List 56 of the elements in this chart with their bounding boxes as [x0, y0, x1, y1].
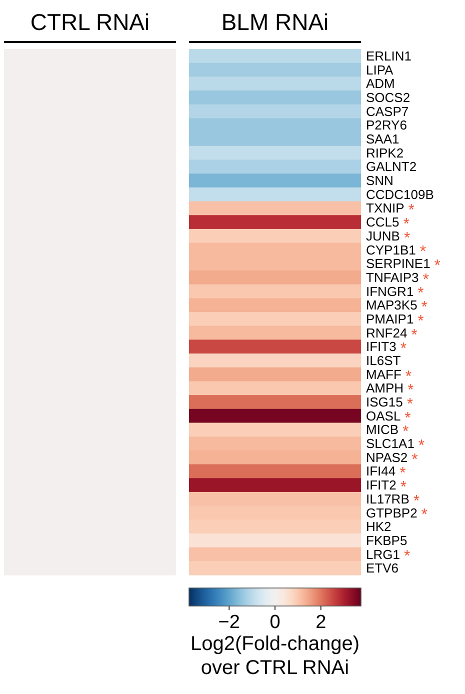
y2-tick-label: *: [400, 465, 406, 482]
y-tick-label: GTPBP2: [366, 505, 418, 520]
y-tick-label: AMPH: [366, 380, 404, 396]
y-tick-label: MICB: [366, 422, 398, 438]
y2-tick-label: *: [404, 548, 410, 566]
y2-tick-label: *: [411, 326, 418, 344]
y-tick-label: IFIT3: [366, 339, 396, 354]
y2-tick-label: *: [421, 506, 428, 524]
y-tick-label: LRG1: [366, 546, 400, 562]
y-tick-label: PMAIP1: [366, 311, 414, 326]
y2-tick-label: *: [418, 285, 424, 302]
y-tick-label: CASP7: [366, 104, 409, 119]
y-tick-label: ISG15: [366, 394, 403, 410]
y-tick-label: SOCS2: [366, 90, 410, 105]
x-tick-label: BLM RNAi: [221, 9, 329, 35]
y2-tick-label: *: [421, 299, 428, 316]
y-tick-label: OASL: [366, 408, 401, 424]
y2-tick-label: *: [418, 438, 425, 454]
y-tick-label: ETV6: [366, 560, 399, 576]
y-tick-label: SNN: [366, 173, 394, 188]
y-tick-label: HK2: [366, 519, 392, 534]
y-tick-label: FKBP5: [366, 532, 408, 548]
y2-tick-label: *: [408, 202, 415, 220]
color-bar-label: 0: [270, 612, 280, 633]
y2-tick-label: *: [422, 271, 429, 288]
y-tick-label: RNF24: [366, 325, 408, 340]
color-bar-label: 2: [316, 612, 326, 633]
y2-tick-label: *: [434, 258, 441, 275]
y-tick-label: JUNB: [366, 228, 400, 244]
y-tick-label: SAA1: [366, 132, 400, 147]
y-tick-label: ADM: [366, 76, 395, 92]
y-tick-label: TXNIP: [366, 200, 404, 216]
y-tick-label: NPAS2: [366, 450, 408, 465]
y-tick-label: IL6ST: [366, 352, 401, 368]
y-tick-label: MAP3K5: [366, 298, 418, 313]
y2-tick-label: *: [400, 340, 407, 358]
y-tick-label: SERPINE1: [366, 256, 430, 272]
y-tick-label: IFIT2: [366, 478, 396, 493]
y-tick-label: CCL5: [366, 214, 400, 230]
y2-tick-label: *: [418, 312, 424, 330]
y-tick-label: P2RY6: [366, 118, 407, 133]
color-bar-label: −2: [218, 612, 240, 633]
color-bar-title: Log2(Fold-change) over CTRL RNAi: [190, 633, 360, 679]
y-tick-label: RIPK2: [366, 145, 404, 160]
x-tick-label: CTRL RNAi: [30, 9, 150, 35]
y-tick-label: ERLIN1: [366, 48, 412, 64]
y-tick-label: CCDC109B: [366, 186, 434, 202]
y2-tick-label: *: [412, 451, 418, 468]
y-tick-label: IFNGR1: [366, 284, 414, 299]
y-tick-label: GALNT2: [366, 159, 417, 174]
y-tick-label: IL17RB: [366, 491, 410, 506]
y-tick-label: IFI44: [366, 464, 396, 479]
y-tick-label: LIPA: [366, 62, 394, 78]
y-tick-label: TNFAIP3: [366, 270, 419, 285]
y-tick-label: MAFF: [366, 366, 402, 382]
y-tick-label: SLC1A1: [366, 436, 414, 452]
